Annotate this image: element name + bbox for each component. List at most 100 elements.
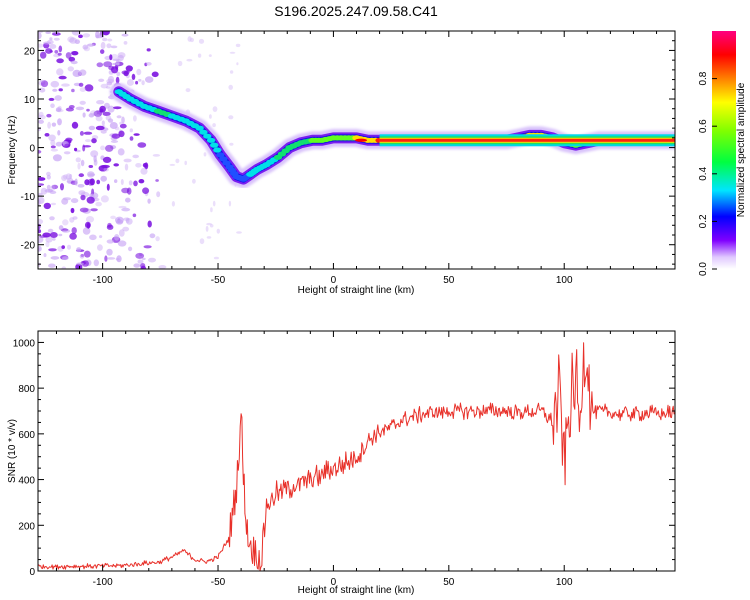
noise-speckle (137, 142, 147, 148)
noise-speckle (102, 37, 108, 42)
noise-speckle (79, 69, 87, 76)
noise-speckle (102, 156, 112, 163)
y-tick-label: 400 (18, 476, 35, 487)
noise-speckle (56, 58, 64, 64)
noise-speckle (100, 195, 109, 203)
x-tick-label: 100 (556, 275, 573, 286)
noise-speckle (58, 88, 63, 92)
noise-speckle (142, 163, 148, 168)
noise-speckle (65, 52, 72, 59)
noise-speckle (82, 112, 86, 118)
y-tick-label: 600 (18, 430, 35, 441)
noise-speckle (38, 119, 44, 124)
noise-speckle (60, 141, 67, 145)
noise-speckle (209, 114, 212, 119)
noise-speckle (132, 213, 137, 218)
y-tick-label: 0 (29, 144, 35, 155)
noise-speckle (38, 111, 44, 118)
noise-speckle (206, 236, 212, 239)
noise-speckle (58, 225, 64, 231)
noise-speckle (69, 174, 73, 179)
noise-speckle (84, 179, 90, 186)
noise-speckle (121, 187, 130, 194)
noise-speckle (85, 216, 95, 223)
noise-speckle (49, 232, 58, 238)
figure-title: S196.2025.247.09.58.C41 (274, 3, 438, 19)
noise-speckle (106, 239, 115, 244)
noise-speckle (128, 246, 133, 252)
noise-speckle (69, 232, 77, 240)
noise-speckle (129, 128, 133, 133)
noise-speckle (51, 184, 59, 190)
colorbar-label: Normalized spectral amplitude (736, 82, 747, 217)
noise-speckle (82, 227, 91, 235)
noise-speckle (93, 110, 103, 117)
band-red (379, 138, 675, 142)
ridge-blob (210, 142, 219, 148)
noise-speckle (107, 75, 115, 83)
noise-speckle (67, 244, 71, 250)
noise-speckle (206, 222, 213, 226)
noise-speckle (87, 43, 95, 47)
noise-speckle (175, 158, 180, 164)
noise-speckle (107, 222, 112, 228)
y-tick-label: 1000 (13, 338, 36, 349)
ridge-blob (216, 152, 225, 158)
noise-speckle (146, 48, 151, 52)
noise-speckle (74, 147, 78, 152)
noise-speckle (156, 191, 161, 198)
noise-speckle (187, 36, 192, 42)
noise-speckle (236, 231, 242, 234)
noise-speckle (140, 263, 146, 269)
noise-speckle (57, 52, 62, 56)
noise-speckle (62, 256, 69, 261)
noise-speckle (80, 159, 85, 167)
noise-speckle (126, 79, 134, 86)
noise-speckle (148, 257, 156, 263)
noise-speckle (89, 234, 97, 241)
noise-speckle (58, 75, 67, 80)
noise-speckle (96, 179, 101, 185)
noise-speckle (98, 78, 105, 83)
noise-speckle (198, 38, 205, 44)
noise-speckle (185, 88, 191, 93)
ridge-blob (203, 133, 212, 139)
noise-speckle (72, 216, 78, 220)
noise-speckle (95, 201, 102, 207)
noise-speckle (115, 59, 120, 66)
noise-speckle (39, 87, 46, 93)
noise-speckle (116, 115, 122, 119)
noise-speckle (83, 131, 93, 135)
noise-speckle (152, 154, 161, 157)
noise-speckle (115, 76, 120, 84)
noise-speckle (229, 70, 234, 74)
noise-speckle (120, 179, 124, 185)
noise-speckle (70, 207, 75, 214)
noise-speckle (186, 58, 193, 62)
y-tick-label: 10 (24, 95, 36, 106)
noise-speckle (45, 236, 53, 243)
noise-speckle (216, 228, 220, 234)
noise-speckle (38, 196, 45, 204)
noise-speckle (147, 220, 152, 228)
noise-speckle (133, 263, 141, 268)
noise-speckle (123, 158, 132, 163)
noise-speckle (116, 71, 121, 77)
noise-speckle (140, 167, 148, 175)
noise-speckle (106, 257, 116, 260)
noise-speckle (69, 217, 75, 223)
noise-speckle (83, 46, 91, 52)
noise-speckle (38, 31, 43, 34)
noise-speckle (86, 108, 90, 112)
noise-speckle (48, 263, 56, 268)
noise-speckle (90, 208, 98, 212)
noise-speckle (80, 194, 86, 201)
noise-speckle (142, 187, 150, 194)
noise-speckle (52, 237, 56, 241)
noise-speckle (119, 121, 123, 125)
noise-speckle (100, 129, 107, 134)
noise-speckle (38, 32, 42, 40)
noise-speckle (43, 202, 51, 210)
y-tick-label: 0 (29, 567, 35, 578)
noise-speckle (60, 183, 64, 191)
